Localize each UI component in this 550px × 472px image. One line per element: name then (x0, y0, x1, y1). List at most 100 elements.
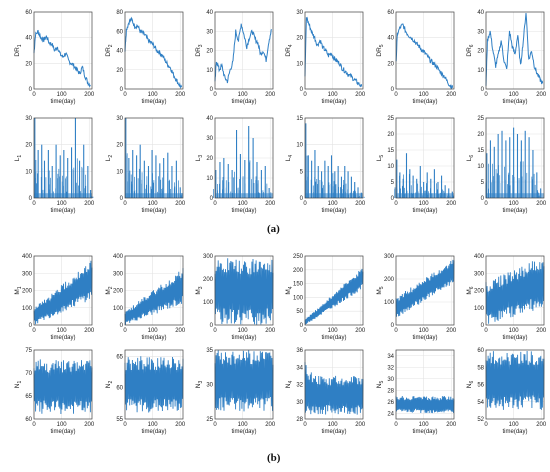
y-tick-label: 0 (300, 196, 304, 202)
x-axis-label: time(day) (502, 208, 527, 214)
chart-b1: 0 100 200 300 400 0 100 200 time(day) M1 (14, 254, 95, 341)
chart-b4: 0 50 100 150 200 250 0 100 200 time(day) M4 (285, 254, 366, 341)
x-tick-label: 100 (148, 201, 159, 207)
x-tick-label: 100 (419, 328, 430, 334)
y-tick-label: 24 (387, 411, 394, 417)
x-tick-label: 200 (446, 201, 457, 207)
y-axis-label: DR2 (105, 44, 114, 56)
y-tick-label: 60 (116, 29, 123, 35)
x-tick-label: 200 (536, 92, 547, 98)
x-tick-label: 100 (238, 328, 249, 334)
x-tick-label: 100 (328, 201, 339, 207)
y-axis-label: L1 (14, 155, 23, 162)
y-tick-label: 100 (384, 300, 395, 306)
x-tick-label: 0 (32, 328, 36, 334)
y-tick-label: 60 (477, 348, 484, 354)
axes-frame (395, 255, 455, 326)
x-axis-label: time(day) (321, 99, 346, 105)
x-axis-label: time(day) (412, 429, 437, 435)
axes-frame (33, 11, 93, 90)
x-tick-label: 0 (213, 92, 217, 98)
y-tick-label: 34 (387, 354, 394, 360)
y-tick-label: 40 (25, 36, 32, 42)
y-tick-label: 20 (296, 36, 303, 42)
chart-a1: 0 20 40 60 0 100 200 time(day) DR1 (14, 10, 95, 105)
y-tick-label: 0 (391, 87, 395, 93)
baseline-band (125, 193, 183, 198)
y-tick-label: 10 (206, 68, 213, 74)
y-tick-label: 5 (300, 169, 304, 175)
chart-a9: 0 10 20 30 40 0 100 200 time(day) L3 (195, 116, 276, 214)
y-tick-label: 100 (293, 295, 304, 301)
x-tick-label: 0 (123, 328, 127, 334)
y-tick-label: 10 (296, 61, 303, 67)
x-axis-label: time(day) (502, 99, 527, 105)
chart-b7: 60 65 70 75 0 100 200 time(day) N1 (14, 348, 95, 435)
y-axis-label: DR4 (285, 44, 294, 56)
x-axis-label: time(day) (231, 208, 256, 214)
y-tick-label: 35 (206, 348, 213, 354)
axes-frame (214, 11, 274, 90)
x-axis-label: time(day) (141, 429, 166, 435)
y-tick-label: 40 (387, 36, 394, 42)
y-tick-label: 15 (477, 148, 484, 154)
y-tick-label: 65 (25, 394, 32, 400)
x-tick-label: 200 (265, 201, 276, 207)
chart-a10: 0 5 10 15 0 100 200 time(day) L4 (285, 116, 366, 214)
chart-a3: 0 10 20 30 40 0 100 200 time(day) DR3 (195, 10, 276, 105)
x-axis-label: time(day) (412, 99, 437, 105)
y-tick-label: 10 (296, 143, 303, 149)
y-tick-label: 60 (25, 10, 32, 16)
y-tick-label: 0 (29, 196, 33, 202)
y-tick-label: 54 (477, 400, 484, 406)
y-tick-label: 300 (384, 254, 395, 260)
caption-b: (b) (267, 452, 281, 464)
y-axis-label: M6 (466, 286, 475, 294)
axes-frame (124, 11, 184, 90)
y-axis-label: N2 (105, 381, 114, 389)
x-tick-label: 200 (265, 92, 276, 98)
axes-frame (485, 117, 545, 199)
x-tick-label: 0 (484, 201, 488, 207)
chart-b8: 55 60 65 0 100 200 time(day) N2 (105, 349, 186, 435)
x-tick-label: 0 (123, 92, 127, 98)
y-tick-label: 30 (116, 116, 123, 122)
x-tick-label: 200 (84, 92, 95, 98)
x-tick-label: 100 (419, 201, 430, 207)
y-axis-label: N3 (195, 381, 204, 389)
y-tick-label: 150 (293, 282, 304, 288)
y-tick-label: 20 (387, 61, 394, 67)
x-tick-label: 200 (536, 422, 547, 428)
axes-frame (214, 349, 274, 420)
y-tick-label: 60 (25, 417, 32, 423)
y-tick-label: 20 (116, 143, 123, 149)
y-tick-label: 10 (206, 176, 213, 182)
chart-b3: 0 100 200 300 0 100 200 time(day) M3 (195, 254, 276, 341)
y-tick-label: 32 (387, 365, 394, 371)
y-tick-label: 10 (477, 68, 484, 74)
baseline-band (215, 193, 273, 198)
baseline-band (305, 193, 363, 198)
y-tick-label: 0 (391, 323, 395, 329)
x-tick-label: 0 (213, 328, 217, 334)
y-tick-label: 0 (120, 196, 124, 202)
y-tick-label: 15 (296, 116, 303, 122)
y-tick-label: 30 (477, 29, 484, 35)
x-tick-label: 200 (536, 201, 547, 207)
x-tick-label: 0 (484, 92, 488, 98)
chart-a4: 0 10 20 30 0 100 200 time(day) DR4 (285, 10, 366, 105)
x-tick-label: 100 (238, 92, 249, 98)
x-tick-label: 0 (213, 201, 217, 207)
x-tick-label: 200 (446, 422, 457, 428)
x-tick-label: 0 (123, 422, 127, 428)
x-tick-label: 100 (148, 328, 159, 334)
x-tick-label: 0 (303, 422, 307, 428)
x-axis-label: time(day) (50, 208, 75, 214)
x-tick-label: 0 (394, 422, 398, 428)
x-tick-label: 0 (32, 201, 36, 207)
x-tick-label: 100 (148, 422, 159, 428)
y-tick-label: 70 (25, 371, 32, 377)
y-tick-label: 0 (481, 196, 485, 202)
y-tick-label: 20 (477, 49, 484, 55)
